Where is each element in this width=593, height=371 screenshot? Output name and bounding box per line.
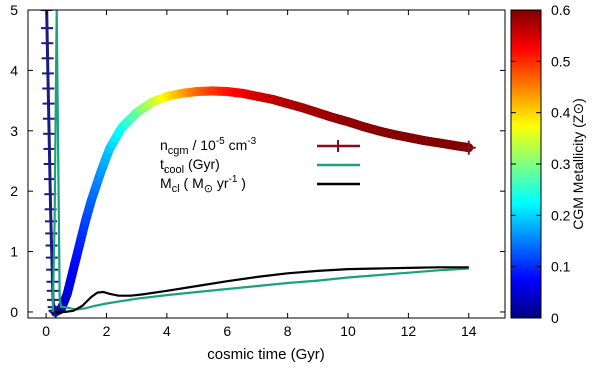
x-axis-label: cosmic time (Gyr) — [207, 346, 325, 363]
x-tick-label: 4 — [163, 323, 171, 339]
x-tick-label: 0 — [42, 323, 50, 339]
y-tick-label: 4 — [10, 62, 18, 78]
y-tick-label: 2 — [10, 183, 18, 199]
x-tick-label: 14 — [461, 323, 477, 339]
legend: ncgm / 10-5 cm-3 tcool (Gyr) Mcl ( M⊙ yr… — [160, 136, 360, 195]
mcl-line — [55, 266, 469, 314]
y-axis-ticks: 0 1 2 3 4 5 — [10, 2, 505, 320]
legend-label-mcl: Mcl ( M⊙ yr-1 ) — [160, 174, 246, 195]
colorbar-tick-label: 0.5 — [551, 53, 571, 69]
x-tick-label: 12 — [401, 323, 417, 339]
colorbar-tick-label: 0.6 — [551, 2, 571, 18]
y-tick-label: 1 — [10, 244, 18, 260]
legend-mcl-dot: · — [163, 161, 168, 177]
x-tick-label: 6 — [223, 323, 231, 339]
x-axis-ticks: 0 2 4 6 8 10 12 14 — [42, 10, 477, 339]
legend-label-tcool: tcool (Gyr) — [160, 156, 220, 176]
y-tick-label: 3 — [10, 123, 18, 139]
colorbar-tick-label: 0.1 — [551, 259, 571, 275]
colorbar-tick-label: 0 — [551, 310, 559, 326]
colorbar-tick-label: 0.4 — [551, 105, 571, 121]
y-tick-label: 5 — [10, 2, 18, 18]
x-tick-label: 8 — [284, 323, 292, 339]
tcool-line — [51, 10, 469, 313]
colorbar-tick-label: 0.2 — [551, 207, 571, 223]
legend-label-ncgm: ncgm / 10-5 cm-3 — [160, 136, 257, 157]
colorbar-tick-label: 0.3 — [551, 156, 571, 172]
colorbar-label: CGM Metallicity (Z⊙) — [570, 98, 586, 230]
colorbar-ticks: 0 0.1 0.2 0.3 0.4 0.5 0.6 — [511, 2, 571, 326]
series-layer — [40, 10, 476, 318]
x-tick-label: 10 — [340, 323, 356, 339]
y-tick-label: 0 — [10, 304, 18, 320]
x-tick-label: 2 — [103, 323, 111, 339]
plot-frame — [27, 9, 506, 319]
